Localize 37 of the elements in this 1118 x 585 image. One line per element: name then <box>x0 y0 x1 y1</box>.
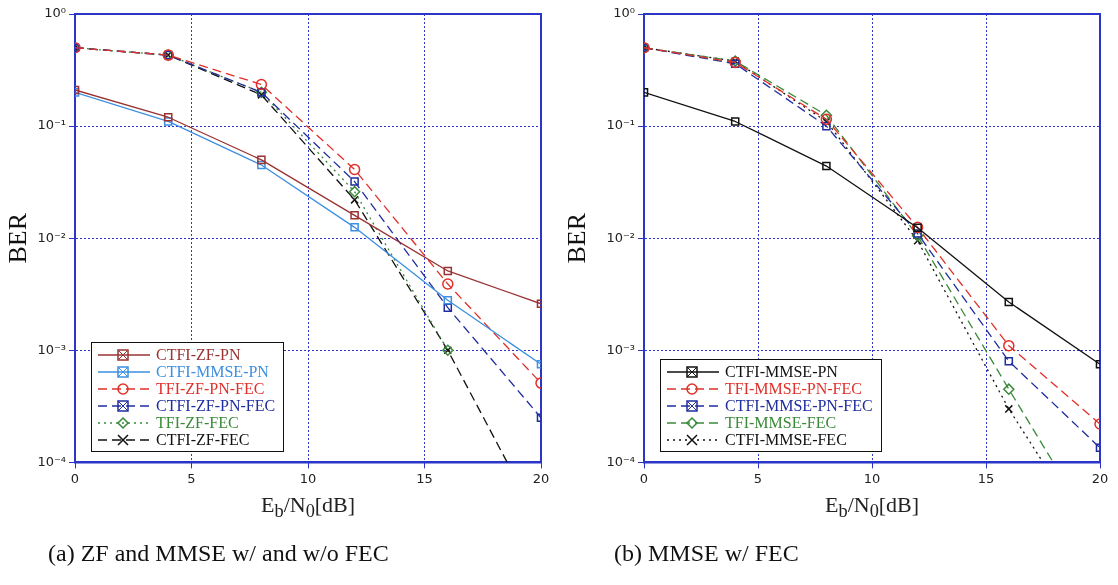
y-tick-label: 10⁻³ <box>606 341 635 357</box>
x-tick-label: 5 <box>187 470 196 486</box>
legend-label: TFI-ZF-PN-FEC <box>156 380 265 398</box>
legend-label: CTFI-MMSE-PN <box>156 363 269 381</box>
legend-label: CTFI-ZF-FEC <box>156 431 250 449</box>
y-axis-title: BER <box>562 212 592 264</box>
legend-label: TFI-MMSE-PN-FEC <box>725 380 862 398</box>
x-tick-label: 10 <box>863 470 881 486</box>
legend-label: CTFI-MMSE-PN <box>725 363 838 381</box>
legend-label: TFI-ZF-FEC <box>156 414 239 432</box>
x-tick-label: 0 <box>639 470 649 486</box>
x-tick-label: 15 <box>977 470 995 486</box>
y-tick-label: 10⁻⁴ <box>37 453 66 469</box>
x-tick-label: 5 <box>753 470 763 486</box>
text: (b) MMSE w/ FEC <box>614 540 799 567</box>
legend-label: TFI-MMSE-FEC <box>725 414 837 432</box>
legend-label: CTFI-MMSE-PN-FEC <box>725 397 873 415</box>
legend-label: CTFI-ZF-PN-FEC <box>156 397 276 415</box>
y-tick-label: 10⁻¹ <box>606 117 635 133</box>
y-tick-label: 10⁰ <box>613 5 635 21</box>
x-tick-label: 10 <box>299 470 317 486</box>
x-axis-title: E$_{b}$/N$_{0}$[dB] <box>825 492 920 523</box>
y-tick-label: 10⁻³ <box>37 341 66 357</box>
y-tick-label: 10⁻² <box>37 229 66 245</box>
y-tick-label: 10⁻⁴ <box>606 453 635 469</box>
x-axis-title: E$_{b}$/N$_{0}$[dB] <box>261 492 356 523</box>
x-tick-label: 15 <box>416 470 433 486</box>
y-tick-label: 10⁻¹ <box>37 117 66 133</box>
text: (a) ZF and MMSE w/ and w/o FEC <box>48 540 389 567</box>
x-tick-label: 0 <box>70 470 80 486</box>
y-tick-label: 10⁰ <box>44 5 66 21</box>
x-tick-label: 20 <box>532 470 550 486</box>
y-tick-label: 10⁻² <box>606 229 635 245</box>
x-tick-label: 20 <box>1091 470 1109 486</box>
y-axis-title: BER <box>3 212 33 264</box>
legend-label: CTFI-MMSE-FEC <box>725 431 847 449</box>
legend-label: CTFI-ZF-PN <box>156 346 241 364</box>
